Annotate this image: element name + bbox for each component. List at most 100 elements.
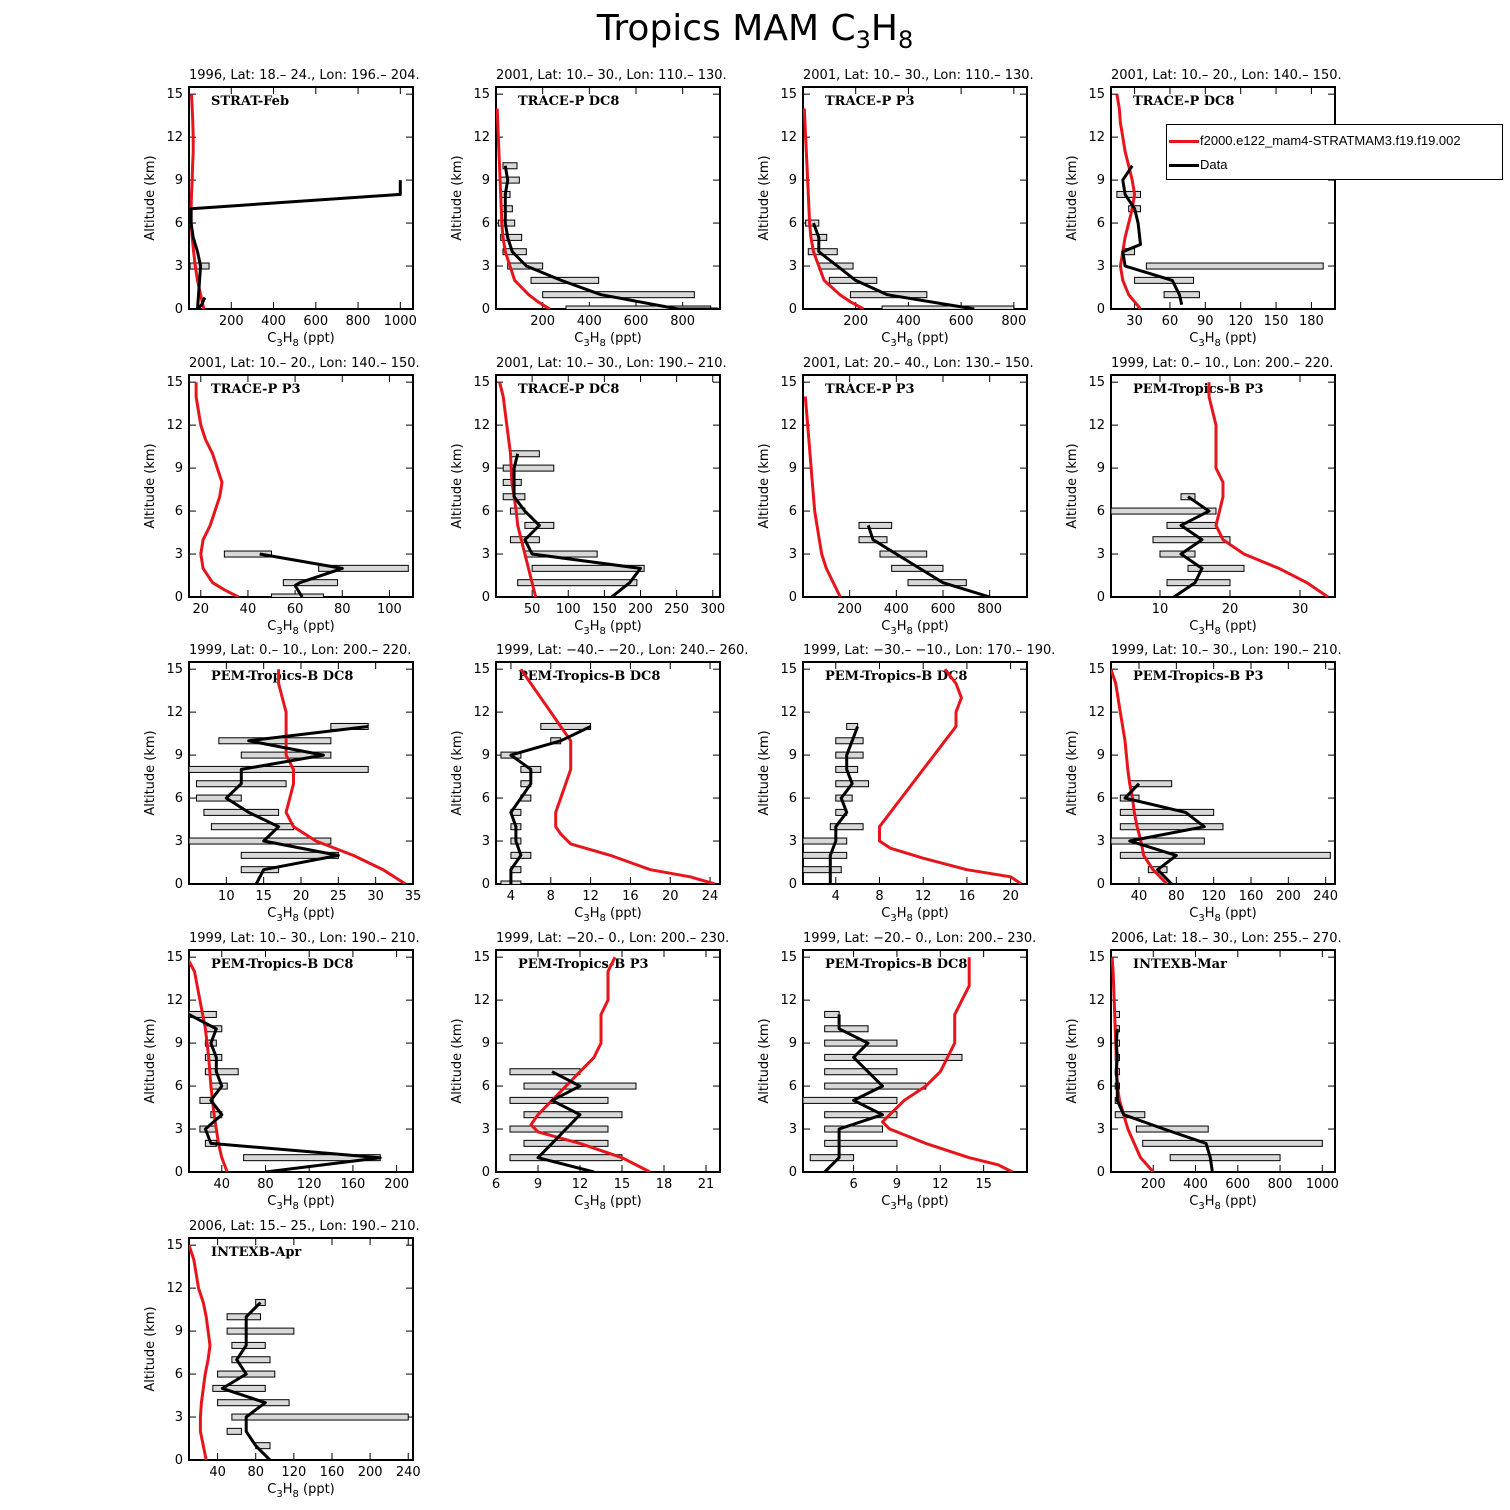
- x-axis-label-part: (ppt): [299, 1482, 335, 1497]
- panel-frame: [1110, 661, 1336, 885]
- y-tick-label: 6: [789, 1079, 797, 1094]
- y-tick-label: 12: [473, 705, 490, 720]
- x-tick-label: 10: [1152, 602, 1169, 617]
- x-axis-label-part: 8: [599, 338, 605, 349]
- data-range-bar: [1145, 262, 1324, 270]
- y-tick-label: 0: [1097, 590, 1105, 605]
- legend-item-data: Data: [1167, 155, 1502, 175]
- x-tick-label: 50: [524, 602, 541, 617]
- model-series-line: [1207, 382, 1329, 597]
- x-axis-label-part: C: [881, 331, 890, 346]
- x-axis-label-part: 3: [1198, 626, 1204, 637]
- data-range-bar: [502, 162, 518, 170]
- x-axis-label-part: C: [267, 906, 276, 921]
- x-axis-label-part: H: [590, 1194, 600, 1209]
- x-axis-label-part: 3: [1198, 338, 1204, 349]
- x-axis-label-part: (ppt): [913, 331, 949, 346]
- x-axis-label-part: C: [1189, 906, 1198, 921]
- x-tick-label: 600: [624, 314, 649, 329]
- x-axis-label-part: 8: [906, 1201, 912, 1212]
- model-series-line: [803, 108, 865, 309]
- x-tick-label: 80: [334, 602, 351, 617]
- panel-header: 2001, Lat: 10.– 30., Lon: 190.– 210.: [496, 356, 727, 371]
- x-tick-label: 180: [1299, 314, 1324, 329]
- panel-frame: [802, 374, 1028, 598]
- x-tick-label: 600: [931, 602, 956, 617]
- y-tick-label: 6: [1097, 791, 1105, 806]
- panel-2: 2001, Lat: 10.– 30., Lon: 110.– 130. 0 3 6 9…: [450, 68, 727, 349]
- x-tick-label: 240: [1313, 889, 1338, 904]
- x-axis-label-part: 3: [583, 338, 589, 349]
- x-tick-label: 100: [377, 602, 402, 617]
- panel-frame: [495, 949, 721, 1173]
- y-tick-label: 9: [789, 748, 797, 763]
- x-axis-label-part: 8: [906, 913, 912, 924]
- x-tick-label: 400: [896, 314, 921, 329]
- y-tick-label: 15: [1088, 87, 1105, 102]
- y-tick-label: 15: [166, 1238, 183, 1253]
- x-axis-label-part: (ppt): [606, 1194, 642, 1209]
- x-axis-label-part: (ppt): [1221, 906, 1257, 921]
- data-series-line: [259, 552, 344, 597]
- x-tick-label: 800: [977, 602, 1002, 617]
- x-axis-label-part: 8: [292, 338, 298, 349]
- x-axis-label-part: H: [590, 906, 600, 921]
- y-tick-label: 12: [473, 130, 490, 145]
- y-axis-label: Altitude (km): [143, 1018, 158, 1103]
- x-tick-label: 24: [702, 889, 719, 904]
- y-tick-label: 0: [789, 590, 797, 605]
- plot-area: [189, 669, 407, 884]
- data-range-bar: [231, 1356, 271, 1364]
- data-range-bar: [824, 1010, 840, 1018]
- y-tick-label: 9: [1097, 461, 1105, 476]
- x-axis-label-part: 8: [292, 913, 298, 924]
- x-axis-label-part: C: [574, 906, 583, 921]
- x-tick-label: 18: [656, 1177, 673, 1192]
- x-tick-label: 200: [628, 602, 653, 617]
- y-tick-label: 0: [482, 877, 490, 892]
- x-axis-label: C3H8 (ppt): [267, 619, 335, 637]
- x-tick-label: 35: [405, 889, 422, 904]
- x-axis-label: C3H8 (ppt): [267, 1482, 335, 1500]
- x-axis-label-part: 8: [906, 626, 912, 637]
- panel-header: 1999, Lat: −40.– −20., Lon: 240.– 260.: [496, 643, 748, 658]
- data-range-bar: [500, 176, 520, 184]
- data-range-bar: [226, 1427, 242, 1435]
- y-tick-label: 0: [175, 1165, 183, 1180]
- panel-15: 1999, Lat: −20.– 0., Lon: 200.– 230. 0 3 6 9…: [757, 931, 1036, 1212]
- x-axis-label: C3H8 (ppt): [574, 906, 642, 924]
- panel-frame: [188, 949, 414, 1173]
- y-tick-label: 15: [166, 950, 183, 965]
- y-tick-label: 15: [780, 87, 797, 102]
- x-axis-label-part: (ppt): [913, 1194, 949, 1209]
- panel-6: 2001, Lat: 10.– 30., Lon: 190.– 210. 0 3 6 9…: [450, 356, 727, 637]
- x-axis-label-part: H: [897, 906, 907, 921]
- x-axis-label-part: H: [283, 1482, 293, 1497]
- model-series-line: [878, 668, 1023, 884]
- y-axis-label: Altitude (km): [1065, 730, 1080, 815]
- x-axis-label: C3H8 (ppt): [574, 331, 642, 349]
- panel-campaign-label: PEM-Tropics-B P3: [1133, 382, 1264, 397]
- y-tick-label: 12: [1088, 993, 1105, 1008]
- y-tick-label: 12: [166, 130, 183, 145]
- plot-area: [1111, 957, 1323, 1172]
- y-tick-label: 15: [1088, 950, 1105, 965]
- data-series-line: [189, 180, 402, 309]
- y-tick-label: 12: [166, 705, 183, 720]
- legend-data-swatch: [1169, 164, 1199, 167]
- x-axis-label-part: C: [267, 1482, 276, 1497]
- y-tick-label: 0: [175, 302, 183, 317]
- y-tick-label: 9: [175, 748, 183, 763]
- panel-campaign-label: PEM-Tropics-B DC8: [211, 957, 353, 972]
- data-range-bar: [1111, 837, 1205, 845]
- x-axis-label: C3H8 (ppt): [1189, 331, 1257, 349]
- x-axis-label-part: 3: [1198, 1201, 1204, 1212]
- panel-campaign-label: TRACE-P P3: [211, 382, 301, 397]
- panel-12: 1999, Lat: 10.– 30., Lon: 190.– 210. 0 3 6 9…: [1065, 643, 1342, 924]
- x-tick-label: 8: [875, 889, 883, 904]
- x-tick-label: 20: [662, 889, 679, 904]
- panel-header: 2006, Lat: 15.– 25., Lon: 190.– 210.: [189, 1219, 420, 1234]
- x-tick-label: 200: [837, 602, 862, 617]
- data-series-line: [812, 222, 975, 309]
- y-tick-label: 12: [780, 130, 797, 145]
